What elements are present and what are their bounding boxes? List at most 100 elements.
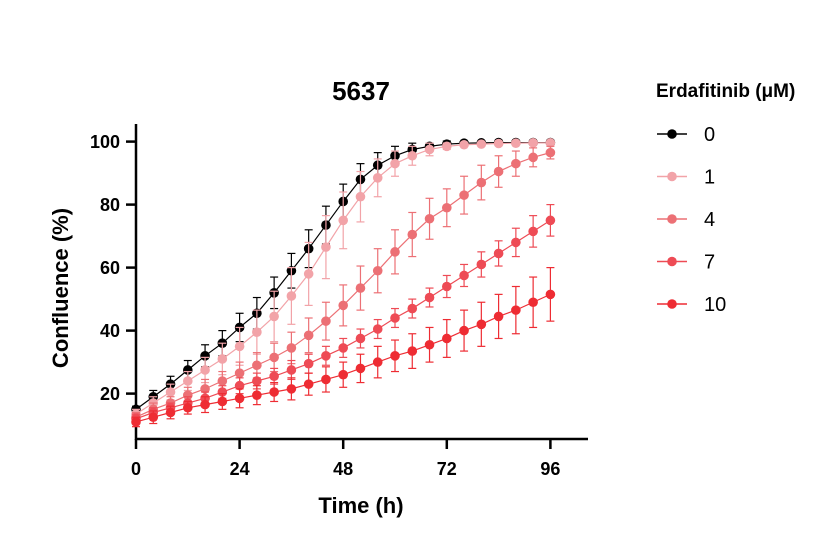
data-point: [545, 289, 556, 300]
data-point: [493, 166, 504, 177]
series-10: [131, 267, 556, 428]
data-point: [528, 152, 538, 163]
data-point: [493, 248, 504, 259]
legend-marker: [667, 256, 677, 267]
data-point: [252, 327, 262, 337]
data-point: [183, 390, 193, 400]
y-tick-label: 80: [100, 195, 120, 215]
data-point: [372, 265, 383, 276]
data-point: [355, 283, 366, 293]
data-point: [338, 300, 349, 311]
legend-item-10: 10: [657, 294, 726, 316]
data-point: [200, 365, 210, 375]
data-point: [269, 371, 279, 382]
x-tick-label: 48: [333, 459, 353, 479]
data-point: [303, 269, 314, 279]
data-point: [390, 313, 400, 323]
data-point: [407, 346, 418, 356]
data-point: [390, 158, 400, 169]
data-point: [545, 215, 556, 226]
y-axis-label: Confluence (%): [48, 208, 73, 368]
data-point: [372, 324, 383, 334]
data-point: [165, 407, 176, 418]
x-tick-label: 24: [230, 459, 250, 479]
data-point: [252, 390, 262, 400]
legend-item-0: 0: [657, 124, 715, 146]
data-point: [200, 384, 210, 394]
data-point: [165, 387, 176, 397]
data-point: [303, 358, 314, 369]
data-point: [511, 158, 521, 169]
chart-title: 5637: [332, 76, 390, 106]
data-point: [511, 305, 521, 315]
legend-item-7: 7: [657, 252, 715, 274]
data-point: [286, 365, 297, 375]
data-point: [493, 311, 504, 322]
data-point: [424, 339, 435, 350]
legend-item-4: 4: [657, 209, 715, 231]
data-point: [424, 213, 435, 224]
x-tick-label: 0: [131, 459, 141, 479]
data-point: [321, 242, 331, 252]
data-point: [131, 417, 141, 427]
data-point: [286, 343, 297, 353]
x-tick-label: 96: [540, 459, 560, 479]
legend-label: 7: [704, 252, 715, 274]
data-point: [338, 215, 349, 226]
data-point: [321, 351, 331, 361]
legend-label: 4: [704, 209, 715, 231]
data-point: [183, 376, 193, 386]
data-point: [528, 297, 538, 308]
data-point: [183, 365, 193, 375]
data-point: [459, 325, 469, 336]
data-point: [372, 173, 383, 183]
legend-label: 1: [704, 167, 715, 189]
data-point: [476, 139, 487, 149]
data-point: [217, 387, 228, 397]
data-point: [511, 237, 521, 248]
data-point: [252, 376, 262, 386]
legend-label: 0: [704, 124, 715, 146]
data-point: [269, 387, 279, 397]
data-point: [476, 177, 487, 188]
y-tick-label: 100: [90, 132, 120, 152]
data-point: [321, 316, 331, 326]
data-point: [407, 229, 418, 240]
data-point: [442, 281, 452, 292]
x-axis-label: Time (h): [318, 493, 403, 518]
data-point: [390, 247, 400, 257]
data-point: [372, 357, 383, 367]
data-point: [476, 259, 487, 270]
legend-marker: [667, 171, 677, 182]
legend-marker: [667, 129, 677, 139]
data-point: [200, 399, 210, 410]
data-point: [355, 363, 366, 374]
data-point: [407, 303, 418, 314]
legend-marker: [667, 214, 677, 224]
data-point: [355, 333, 366, 344]
legend-marker: [667, 299, 677, 309]
data-point: [269, 311, 279, 322]
data-point: [183, 402, 193, 413]
data-point: [338, 369, 349, 380]
data-point: [407, 150, 418, 161]
data-point: [338, 343, 349, 353]
data-point: [442, 333, 452, 344]
data-point: [459, 139, 469, 150]
data-point: [545, 147, 556, 158]
y-tick-label: 20: [100, 384, 120, 404]
y-tick-label: 40: [100, 321, 120, 341]
legend-item-1: 1: [657, 167, 715, 189]
data-point: [459, 270, 469, 281]
data-point: [269, 352, 279, 363]
legend: 0 1 4 7 10: [657, 124, 726, 316]
data-point: [286, 291, 297, 301]
data-point: [321, 374, 331, 385]
data-point: [303, 379, 314, 389]
data-point: [476, 319, 487, 330]
data-point: [217, 376, 228, 386]
data-point: [442, 202, 452, 213]
data-point: [217, 354, 228, 364]
data-point: [424, 144, 435, 155]
